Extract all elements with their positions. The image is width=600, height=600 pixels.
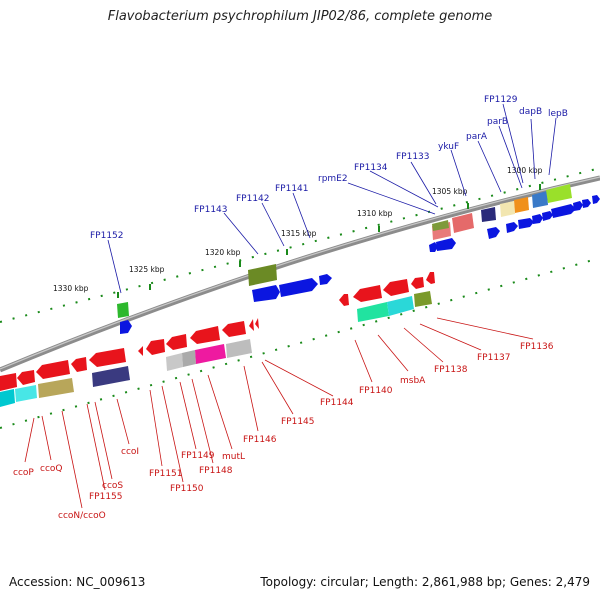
gene-label-mutl[interactable]: mutL bbox=[222, 452, 245, 462]
gene-label-fp1149[interactable]: FP1149 bbox=[181, 451, 215, 461]
gene-label-fp1137[interactable]: FP1137 bbox=[477, 353, 511, 363]
gene-label-lepb[interactable]: lepB bbox=[548, 109, 568, 119]
gene-reverse[interactable] bbox=[383, 279, 409, 296]
gene-label-msba[interactable]: msbA bbox=[400, 376, 426, 386]
forward-genes bbox=[120, 195, 600, 334]
scale-label: 1320 kbp bbox=[205, 248, 241, 257]
gene-label-fp1138[interactable]: FP1138 bbox=[434, 365, 468, 375]
gene-reverse[interactable] bbox=[190, 326, 220, 344]
genome-backbone-highlight bbox=[0, 176, 600, 370]
gene-label-para[interactable]: parA bbox=[466, 132, 488, 142]
gene-label-fp1140[interactable]: FP1140 bbox=[359, 386, 393, 396]
scale-label: 1305 kbp bbox=[432, 187, 468, 196]
gene-label-fp1145[interactable]: FP1145 bbox=[281, 417, 315, 427]
gene-forward[interactable] bbox=[487, 227, 500, 239]
gene-forward[interactable] bbox=[319, 274, 332, 285]
gene-reverse[interactable] bbox=[146, 339, 165, 355]
scale-label: 1310 kbp bbox=[357, 209, 393, 218]
gene-reverse[interactable] bbox=[426, 272, 435, 284]
gene-reverse[interactable] bbox=[71, 357, 87, 372]
gene-label-fp1143[interactable]: FP1143 bbox=[194, 205, 228, 215]
page-title: Flavobacterium psychrophilum JIP02/86, c… bbox=[107, 9, 493, 24]
gene-reverse[interactable] bbox=[166, 334, 187, 350]
gene-label-ccoi[interactable]: ccoI bbox=[121, 447, 139, 457]
reverse-annotations bbox=[0, 291, 432, 407]
gene-reverse[interactable] bbox=[138, 346, 143, 356]
gene-label-fp1150[interactable]: FP1150 bbox=[170, 484, 204, 494]
reverse-genes bbox=[0, 272, 435, 391]
gene-forward[interactable] bbox=[252, 285, 280, 302]
gene-reverse[interactable] bbox=[17, 370, 35, 385]
gene-label-fp1134[interactable]: FP1134 bbox=[354, 163, 388, 173]
gene-label-fp1155[interactable]: FP1155 bbox=[89, 492, 123, 502]
gene-forward[interactable] bbox=[436, 238, 456, 251]
major-ticks bbox=[117, 184, 541, 298]
top-leaders bbox=[107, 103, 557, 294]
gene-reverse[interactable] bbox=[249, 319, 254, 331]
gene-forward[interactable] bbox=[542, 211, 553, 221]
scale-label: 1325 kbp bbox=[129, 265, 165, 274]
gene-label-ccon-ccoo[interactable]: ccoN/ccoO bbox=[58, 511, 106, 521]
bottom-leaders bbox=[24, 317, 534, 509]
gene-label-fp1151[interactable]: FP1151 bbox=[149, 469, 183, 479]
gene-label-ykuf[interactable]: ykuF bbox=[438, 142, 459, 152]
gene-reverse[interactable] bbox=[255, 318, 259, 329]
gene-forward[interactable] bbox=[532, 214, 543, 224]
gene-label-parb[interactable]: parB bbox=[487, 117, 508, 127]
gene-label-ccop[interactable]: ccoP bbox=[13, 468, 34, 478]
gene-label-fp1136[interactable]: FP1136 bbox=[520, 342, 554, 352]
scale-label: 1330 kbp bbox=[53, 284, 89, 293]
gene-reverse[interactable] bbox=[89, 348, 126, 367]
gene-label-fp1142[interactable]: FP1142 bbox=[236, 194, 270, 204]
gene-forward[interactable] bbox=[582, 199, 591, 208]
gene-label-ccos[interactable]: ccoS bbox=[102, 481, 123, 491]
gene-label-fp1141[interactable]: FP1141 bbox=[275, 184, 309, 194]
gene-reverse[interactable] bbox=[411, 277, 424, 289]
gene-label-fp1146[interactable]: FP1146 bbox=[243, 435, 277, 445]
gene-forward[interactable] bbox=[592, 195, 600, 204]
genome-backbone bbox=[0, 175, 600, 373]
gene-label-fp1133[interactable]: FP1133 bbox=[396, 152, 430, 162]
accession-text: Accession: NC_009613 bbox=[9, 575, 146, 589]
gene-label-ccoq[interactable]: ccoQ bbox=[40, 464, 63, 474]
scale-label: 1300 kbp bbox=[507, 166, 543, 175]
gene-forward[interactable] bbox=[279, 278, 318, 297]
gene-forward[interactable] bbox=[429, 242, 438, 252]
gene-label-rpme2[interactable]: rpmE2 bbox=[318, 174, 348, 184]
gene-label-fp1129[interactable]: FP1129 bbox=[484, 95, 518, 105]
scale-label: 1315 kbp bbox=[281, 229, 317, 238]
genome-stats-text: Topology: circular; Length: 2,861,988 bp… bbox=[260, 575, 590, 589]
gene-forward[interactable] bbox=[120, 320, 132, 334]
gene-reverse[interactable] bbox=[0, 373, 17, 391]
gene-forward[interactable] bbox=[551, 204, 576, 218]
gene-forward[interactable] bbox=[573, 201, 583, 211]
gene-reverse[interactable] bbox=[353, 285, 382, 302]
gene-forward[interactable] bbox=[518, 218, 534, 229]
gene-reverse[interactable] bbox=[222, 321, 246, 337]
gene-reverse[interactable] bbox=[36, 360, 70, 379]
gene-label-fp1144[interactable]: FP1144 bbox=[320, 398, 354, 408]
gene-label-fp1148[interactable]: FP1148 bbox=[199, 466, 233, 476]
gene-label-fp1152[interactable]: FP1152 bbox=[90, 231, 124, 241]
forward-annotations bbox=[117, 184, 572, 318]
gene-label-dapb[interactable]: dapB bbox=[519, 107, 542, 117]
gene-forward[interactable] bbox=[506, 222, 518, 233]
gene-reverse[interactable] bbox=[339, 294, 349, 306]
